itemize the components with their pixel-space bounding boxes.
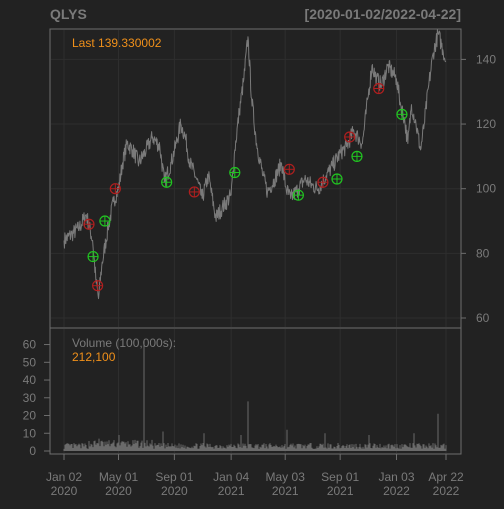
sell-signal-marker <box>344 131 356 143</box>
volume-tick-label: 20 <box>23 409 37 423</box>
buy-signal-marker <box>87 250 99 263</box>
buy-signal-marker <box>351 150 363 162</box>
sell-signal-marker <box>83 218 95 230</box>
signal-markers <box>83 82 408 292</box>
buy-signal-marker <box>229 166 241 179</box>
price-tick-label: 120 <box>476 117 496 131</box>
x-tick-year: 2020 <box>105 484 132 498</box>
buy-signal-marker <box>99 215 111 227</box>
x-tick-label: Sep 01 <box>155 470 193 484</box>
buy-signal-marker <box>161 176 173 188</box>
price-tick-label: 80 <box>476 246 490 260</box>
x-tick-label: Sep 01 <box>321 470 359 484</box>
x-tick-label: May 01 <box>99 470 139 484</box>
volume-tick-label: 0 <box>29 444 36 458</box>
volume-tick-label: 10 <box>23 426 37 440</box>
volume-tick-label: 40 <box>23 373 37 387</box>
sell-signal-marker <box>317 176 329 188</box>
x-tick-year: 2021 <box>327 484 354 498</box>
chart-date-range: [2020-01-02/2022-04-22] <box>305 6 461 22</box>
volume-tick-label: 60 <box>23 338 37 352</box>
x-tick-label: Apr 22 <box>428 470 464 484</box>
buy-signal-marker <box>331 173 343 185</box>
price-line <box>63 29 447 300</box>
sell-signal-marker <box>283 163 295 175</box>
x-tick-year: 2020 <box>51 484 78 498</box>
volume-title: Volume (100,000s): <box>72 336 176 350</box>
x-tick-label: Jan 04 <box>213 470 249 484</box>
sell-signal-marker <box>188 186 200 198</box>
last-price-label: Last 139.330002 <box>72 36 162 50</box>
x-tick-year: 2022 <box>383 484 410 498</box>
volume-last-value: 212,100 <box>72 350 116 364</box>
chart-symbol: QLYS <box>50 6 87 22</box>
x-tick-year: 2021 <box>272 484 299 498</box>
x-tick-year: 2020 <box>161 484 188 498</box>
sell-signal-marker <box>92 280 104 292</box>
buy-signal-marker <box>396 108 408 120</box>
price-series <box>63 29 447 300</box>
sell-signal-marker <box>373 82 385 95</box>
x-tick-label: Jan 02 <box>46 470 82 484</box>
price-tick-label: 60 <box>476 311 490 325</box>
volume-panel-frame <box>49 327 462 455</box>
x-tick-label: May 03 <box>266 470 306 484</box>
volume-series <box>63 341 447 451</box>
sell-signal-marker <box>109 183 121 195</box>
buy-signal-marker <box>292 189 304 201</box>
price-tick-label: 100 <box>476 182 496 196</box>
x-tick-label: Jan 03 <box>378 470 414 484</box>
price-tick-label: 140 <box>476 52 496 66</box>
x-tick-year: 2021 <box>218 484 245 498</box>
volume-tick-label: 30 <box>23 391 37 405</box>
volume-bars <box>63 341 447 451</box>
volume-tick-label: 50 <box>23 355 37 369</box>
x-tick-year: 2022 <box>433 484 460 498</box>
